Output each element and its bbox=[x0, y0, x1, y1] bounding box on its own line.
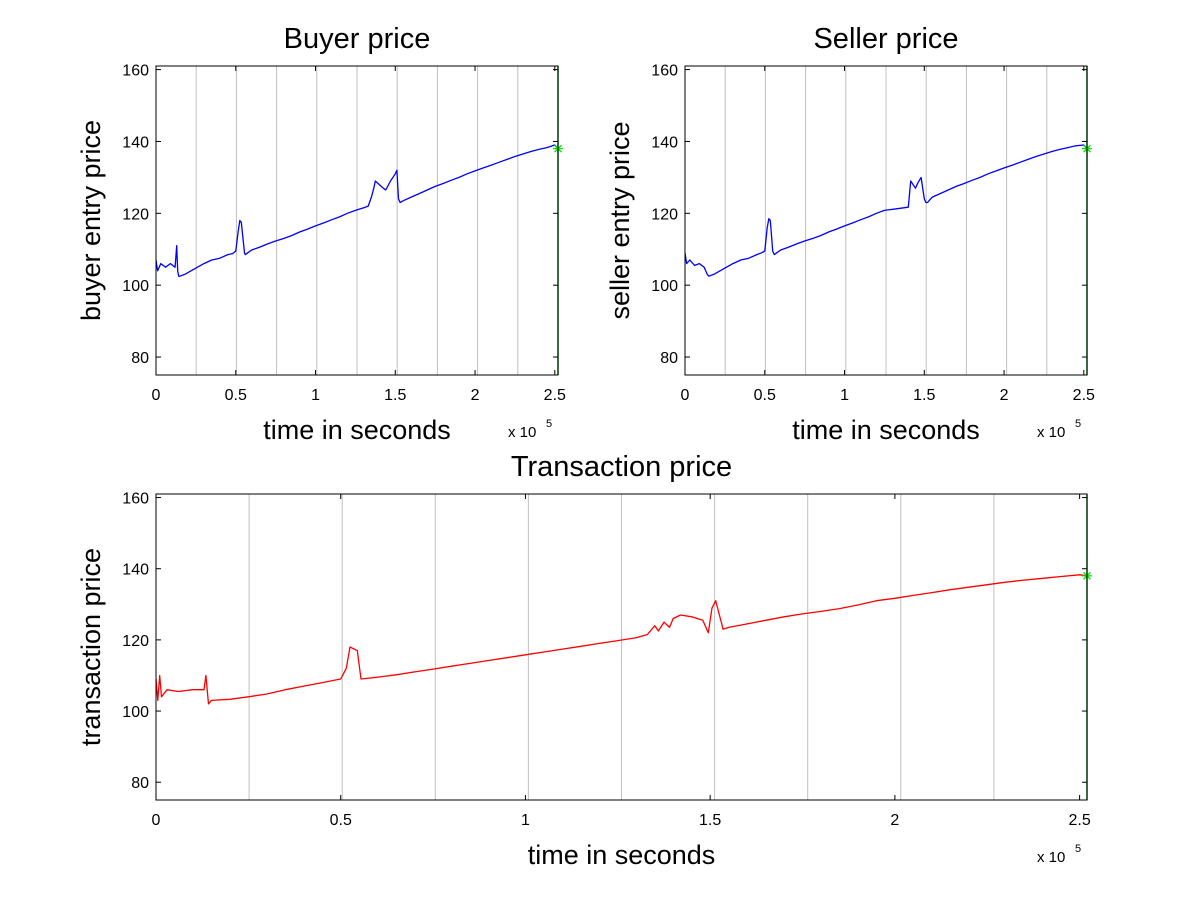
chart-title: Buyer price bbox=[284, 23, 431, 55]
y-axis-label: transaction price bbox=[76, 548, 106, 746]
x-exponent-power: 5 bbox=[546, 418, 552, 430]
x-tick-label: 1.5 bbox=[699, 812, 721, 829]
chart-title: Transaction price bbox=[511, 451, 732, 483]
x-tick-label: 2.5 bbox=[1073, 387, 1095, 404]
x-exponent-label: x 10 bbox=[1037, 424, 1065, 441]
y-tick-label: 100 bbox=[122, 278, 149, 295]
transaction-chart: 0 0.5 1 1.5 2 2.5 80 100 120 140 160 Transaction pr… bbox=[76, 451, 1092, 870]
x-axis-label: time in seconds bbox=[263, 415, 451, 445]
x-exponent-label: x 10 bbox=[508, 424, 536, 441]
x-exponent-power: 5 bbox=[1075, 843, 1081, 855]
axes-box bbox=[684, 65, 1088, 376]
x-tick-label: 0.5 bbox=[754, 387, 776, 404]
y-tick-label: 140 bbox=[122, 562, 149, 579]
axes-box bbox=[155, 493, 1088, 801]
y-tick-label: 140 bbox=[122, 134, 149, 151]
x-tick-label: 2 bbox=[890, 812, 899, 829]
y-axis-label: seller entry price bbox=[605, 121, 635, 319]
x-tick-label: 1 bbox=[840, 387, 849, 404]
x-tick-label: 2 bbox=[1000, 387, 1009, 404]
x-tick-label: 0 bbox=[681, 387, 690, 404]
series-line-0 bbox=[156, 144, 558, 277]
x-tick-label: 1.5 bbox=[384, 387, 406, 404]
y-tick-label: 80 bbox=[660, 350, 678, 367]
x-tick-label: 0.5 bbox=[225, 387, 247, 404]
seller-chart: 0 0.5 1 1.5 2 2.5 80 100 120 140 160 Seller price ti… bbox=[605, 23, 1095, 445]
series-line-0 bbox=[156, 574, 1087, 705]
axes-box bbox=[155, 65, 559, 376]
x-tick-label: 2 bbox=[471, 387, 480, 404]
buyer-chart: 0 0.5 1 1.5 2 2.5 80 100 120 140 160 Buyer price tim… bbox=[76, 23, 566, 445]
x-tick-label: 2.5 bbox=[1068, 812, 1090, 829]
x-exponent-label: x 10 bbox=[1037, 849, 1065, 866]
x-axis-label: time in seconds bbox=[792, 415, 980, 445]
y-tick-label: 120 bbox=[122, 206, 149, 223]
chart-title: Seller price bbox=[813, 23, 958, 55]
x-tick-label: 1 bbox=[311, 387, 320, 404]
y-tick-label: 80 bbox=[131, 350, 149, 367]
y-tick-label: 80 bbox=[131, 775, 149, 792]
y-tick-label: 160 bbox=[122, 63, 149, 80]
y-tick-label: 100 bbox=[651, 278, 678, 295]
x-tick-label: 2.5 bbox=[544, 387, 566, 404]
y-tick-label: 160 bbox=[122, 491, 149, 508]
x-tick-label: 1 bbox=[521, 812, 530, 829]
y-tick-label: 160 bbox=[651, 63, 678, 80]
x-tick-label: 1.5 bbox=[913, 387, 935, 404]
x-exponent-power: 5 bbox=[1075, 418, 1081, 430]
y-tick-label: 100 bbox=[122, 704, 149, 721]
y-tick-label: 120 bbox=[122, 633, 149, 650]
x-tick-label: 0 bbox=[152, 387, 161, 404]
y-axis-label: buyer entry price bbox=[76, 120, 106, 321]
y-tick-label: 120 bbox=[651, 206, 678, 223]
x-axis-label: time in seconds bbox=[528, 840, 716, 870]
x-tick-label: 0.5 bbox=[330, 812, 352, 829]
y-tick-label: 140 bbox=[651, 134, 678, 151]
series-line-0 bbox=[685, 144, 1087, 277]
x-tick-label: 0 bbox=[152, 812, 161, 829]
